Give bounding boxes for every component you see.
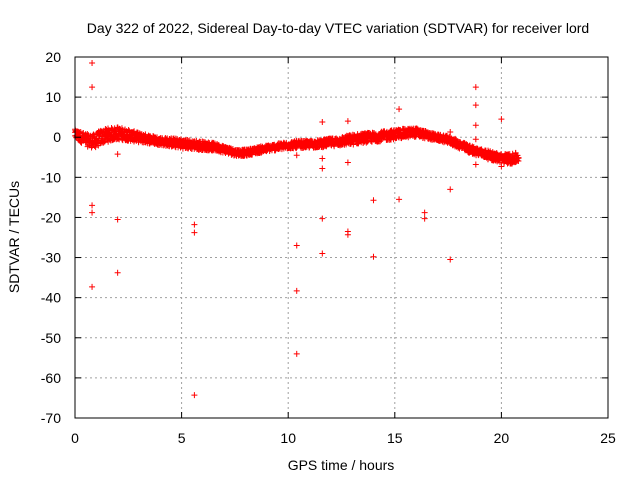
y-tick-label: 0 <box>53 129 61 145</box>
data-point <box>350 141 357 148</box>
data-point <box>142 131 149 138</box>
data-point <box>472 102 479 109</box>
x-tick-label: 10 <box>280 430 296 446</box>
data-point <box>472 122 479 129</box>
data-point <box>89 209 96 216</box>
data-point <box>319 165 326 172</box>
y-tick-label: 20 <box>45 49 61 65</box>
data-point <box>447 256 454 263</box>
data-point <box>191 221 198 228</box>
data-point <box>114 269 121 276</box>
data-point <box>396 196 403 203</box>
data-point <box>472 161 479 168</box>
data-point <box>370 253 377 260</box>
data-point <box>472 84 479 91</box>
grid <box>75 57 608 418</box>
data-points <box>72 60 522 399</box>
chart-title: Day 322 of 2022, Sidereal Day-to-day VTE… <box>87 20 589 36</box>
data-point <box>498 163 505 170</box>
y-tick-label: -60 <box>41 370 61 386</box>
data-point <box>344 159 351 166</box>
data-point <box>89 60 96 67</box>
y-tick-label: -70 <box>41 410 61 426</box>
data-point <box>515 158 522 165</box>
y-tick-label: -40 <box>41 290 61 306</box>
data-point <box>89 202 96 209</box>
data-point <box>100 139 107 146</box>
data-point <box>319 250 326 257</box>
x-tick-label: 25 <box>600 430 616 446</box>
data-point <box>293 287 300 294</box>
data-point <box>89 283 96 290</box>
data-point <box>293 152 300 159</box>
data-point <box>344 118 351 125</box>
data-point <box>89 84 96 91</box>
data-point <box>344 231 351 238</box>
data-point <box>114 151 121 158</box>
data-point <box>421 215 428 222</box>
data-point <box>319 155 326 162</box>
y-axis-label: SDTVAR / TECUs <box>6 181 22 293</box>
data-point <box>293 350 300 357</box>
x-tick-label: 5 <box>178 430 186 446</box>
x-tick-labels: 0 5 10 15 20 25 <box>71 430 616 446</box>
y-tick-label: -20 <box>41 209 61 225</box>
y-tick-label: 10 <box>45 89 61 105</box>
data-point <box>421 209 428 216</box>
data-point <box>396 106 403 113</box>
x-tick-label: 20 <box>494 430 510 446</box>
plot-frame <box>74 56 609 419</box>
data-point <box>319 215 326 222</box>
data-point <box>447 186 454 193</box>
y-tick-label: -30 <box>41 250 61 266</box>
data-point <box>319 118 326 125</box>
data-point <box>293 242 300 249</box>
data-point <box>191 392 198 399</box>
data-point <box>370 197 377 204</box>
data-point <box>191 229 198 236</box>
x-tick-label: 15 <box>387 430 403 446</box>
data-point <box>114 216 121 223</box>
y-tick-label: -10 <box>41 169 61 185</box>
y-tick-labels: 20 10 0 -10 -20 -30 -40 -50 -60 -70 <box>41 49 61 426</box>
data-point <box>498 116 505 123</box>
data-point <box>472 136 479 143</box>
axis-ticks <box>74 56 609 419</box>
data-point <box>447 129 454 136</box>
x-tick-label: 0 <box>71 430 79 446</box>
y-tick-label: -50 <box>41 330 61 346</box>
x-axis-label: GPS time / hours <box>288 457 395 473</box>
